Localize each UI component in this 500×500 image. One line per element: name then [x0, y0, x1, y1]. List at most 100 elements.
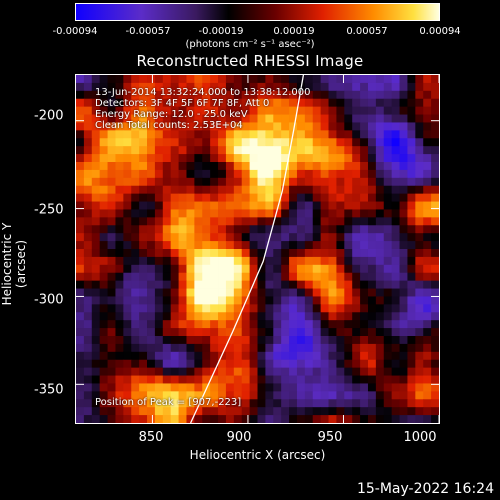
- heatmap-cell: [281, 375, 290, 384]
- heatmap-cell: [312, 177, 322, 187]
- heatmap-cell: [83, 193, 93, 202]
- heatmap-cell: [233, 106, 243, 115]
- heatmap-cell: [241, 272, 251, 282]
- heatmap-cell: [241, 304, 251, 313]
- heatmap-cell: [375, 98, 385, 108]
- heatmap-cell: [225, 82, 235, 92]
- heatmap-cell: [391, 359, 400, 369]
- heatmap-cell: [233, 193, 243, 202]
- heatmap-cell: [241, 130, 251, 139]
- heatmap-cell: [289, 304, 298, 313]
- heatmap-cell: [391, 272, 400, 282]
- heatmap-cell: [296, 75, 306, 84]
- heatmap-cell: [375, 256, 385, 266]
- heatmap-cell: [328, 288, 337, 297]
- heatmap-cell: [360, 201, 369, 210]
- heatmap-cell: [107, 98, 116, 108]
- heatmap-cell: [352, 98, 361, 108]
- heatmap-cell: [281, 280, 290, 289]
- heatmap-cell: [154, 209, 164, 218]
- heatmap-cell: [407, 391, 416, 400]
- heatmap-cell: [225, 162, 235, 171]
- heatmap-cell: [344, 367, 353, 376]
- heatmap-cell: [265, 415, 274, 423]
- heatmap-cell: [304, 296, 314, 305]
- heatmap-cell: [375, 169, 385, 179]
- heatmap-cell: [296, 233, 306, 242]
- heatmap-cell: [304, 320, 314, 329]
- heatmap-cell: [115, 304, 124, 313]
- heatmap-cell: [170, 185, 179, 195]
- heatmap-cell: [249, 98, 258, 108]
- heatmap-cell: [194, 343, 203, 353]
- heatmap-cell: [83, 177, 93, 187]
- heatmap-cell: [115, 343, 124, 353]
- heatmap-cell: [225, 351, 235, 361]
- heatmap-cell: [273, 98, 282, 108]
- heatmap-cell: [281, 90, 290, 100]
- heatmap-cell: [194, 209, 203, 218]
- heatmap-cell: [76, 320, 85, 329]
- heatmap-cell: [115, 312, 124, 321]
- heatmap-cell: [202, 359, 211, 369]
- heatmap-cell: [154, 320, 164, 329]
- heatmap-cell: [391, 90, 400, 100]
- heatmap-cell: [407, 343, 416, 353]
- heatmap-cell: [415, 114, 424, 123]
- heatmap-cell: [76, 336, 85, 345]
- heatmap-cell: [352, 162, 361, 171]
- heatmap-cell: [265, 351, 274, 361]
- heatmap-cell: [265, 280, 274, 289]
- heatmap-cell: [265, 320, 274, 329]
- heatmap-cell: [178, 375, 187, 384]
- heatmap-cell: [375, 106, 385, 115]
- heatmap-cell: [399, 122, 408, 131]
- heatmap-cell: [344, 233, 353, 242]
- heatmap-cell: [352, 375, 361, 384]
- heatmap-cell: [241, 146, 251, 155]
- heatmap-cell: [344, 391, 353, 400]
- heatmap-cell: [281, 98, 290, 108]
- heatmap-cell: [99, 336, 108, 345]
- heatmap-cell: [131, 415, 140, 423]
- heatmap-cell: [154, 185, 164, 195]
- heatmap-cell: [328, 272, 337, 282]
- heatmap-cell: [170, 146, 179, 155]
- heatmap-cell: [123, 407, 132, 416]
- heatmap-cell: [391, 177, 400, 187]
- heatmap-cell: [218, 280, 227, 289]
- heatmap-cell: [336, 264, 345, 274]
- heatmap-cell: [407, 375, 416, 384]
- heatmap-cell: [375, 296, 385, 305]
- heatmap-cell: [241, 114, 251, 123]
- heatmap-cell: [91, 336, 101, 345]
- heatmap-cell: [383, 343, 393, 353]
- heatmap-cell: [241, 375, 251, 384]
- heatmap-cell: [233, 328, 243, 337]
- heatmap-cell: [328, 162, 337, 171]
- heatmap-cell: [312, 280, 322, 289]
- heatmap-cell: [107, 138, 116, 147]
- heatmap-cell: [147, 367, 156, 376]
- heatmap-cell: [367, 233, 377, 242]
- heatmap-cell: [162, 177, 172, 187]
- heatmap-cell: [107, 320, 116, 329]
- heatmap-cell: [265, 154, 274, 163]
- heatmap-cell: [328, 264, 337, 274]
- heatmap-cell: [257, 288, 266, 297]
- heatmap-cell: [273, 375, 282, 384]
- heatmap-cell: [194, 75, 203, 84]
- heatmap-cell: [320, 296, 329, 305]
- heatmap-cell: [415, 90, 424, 100]
- heatmap-cell: [170, 351, 179, 361]
- heatmap-cell: [336, 154, 345, 163]
- heatmap-cell: [131, 233, 140, 242]
- heatmap-cell: [407, 320, 416, 329]
- heatmap-cell: [431, 82, 439, 92]
- heatmap-cell: [423, 336, 432, 345]
- heatmap-cell: [178, 328, 187, 337]
- heatmap-cell: [131, 169, 140, 179]
- heatmap-cell: [257, 114, 266, 123]
- heatmap-cell: [178, 233, 187, 242]
- heatmap-cell: [423, 162, 432, 171]
